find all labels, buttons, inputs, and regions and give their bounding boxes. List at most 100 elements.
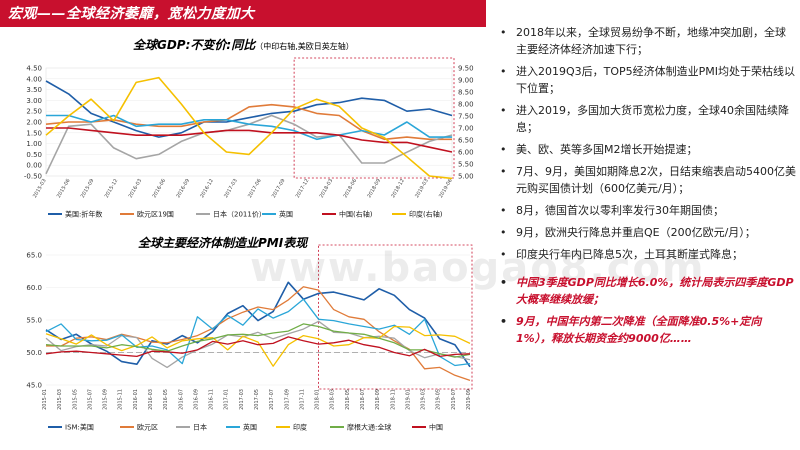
pmi-series-line-6 xyxy=(45,336,471,358)
gdp-y-left-tick: 1.50 xyxy=(26,129,42,137)
gdp-y-right-tick: 8.50 xyxy=(458,89,474,97)
gdp-legend-label: 中国(右轴) xyxy=(339,210,373,219)
gdp-y-left-tick: 0.00 xyxy=(26,162,42,170)
pmi-x-tick: 2018-03 xyxy=(330,389,336,410)
bullet-item: • 8月，德国首次以零利率发行30年期国债； xyxy=(496,202,796,219)
bullet-dot-icon: • xyxy=(500,276,508,289)
pmi-highlight-box xyxy=(318,244,473,390)
gdp-highlight-box xyxy=(293,57,455,179)
gdp-x-tick: 2015-09 xyxy=(80,178,96,199)
gdp-x-tick: 2016-03 xyxy=(128,178,144,199)
gdp-x-tick: 2018-09 xyxy=(366,178,382,199)
bullet-dot-icon: • xyxy=(500,248,507,261)
gdp-legend-label: 印度(右轴) xyxy=(409,210,443,219)
gdp-y-left-tick: 1.00 xyxy=(26,140,42,148)
bullet-dot-icon: • xyxy=(500,104,507,117)
bullet-text: 进入2019Q3后，TOP5经济体制造业PMI均处于荣枯线以下位置； xyxy=(516,65,796,95)
pmi-y-tick: 65.0 xyxy=(26,252,42,260)
gdp-x-tick: 2017-12 xyxy=(295,178,311,199)
gdp-x-tick: 2018-03 xyxy=(319,178,335,199)
pmi-x-tick: 2015-09 xyxy=(103,389,109,410)
pmi-x-tick: 2019-03 xyxy=(421,389,427,410)
pmi-series-line-1 xyxy=(46,286,471,382)
bullet-item: • 进入2019，多国加大货币宽松力度，全球40余国陆续降息； xyxy=(496,102,796,136)
bullet-dot-icon: • xyxy=(500,65,507,78)
gdp-y-left-tick: 3.00 xyxy=(26,97,42,105)
pmi-x-tick: 2018-01 xyxy=(315,389,321,410)
pmi-x-tick: 2016-05 xyxy=(163,389,169,410)
pmi-x-tick: 2017-11 xyxy=(299,389,305,410)
pmi-x-tick: 2019-01 xyxy=(405,389,411,410)
gdp-y-right-tick: 6.00 xyxy=(458,149,474,157)
pmi-x-tick: 2019-07 xyxy=(451,389,457,410)
pmi-legend-label: 欧元区 xyxy=(137,423,158,432)
pmi-x-tick: 2019-05 xyxy=(436,389,442,410)
gdp-y-right-tick: 6.50 xyxy=(458,137,474,145)
gdp-x-tick: 2019-06 xyxy=(438,178,454,199)
bullet-text: 8月，德国首次以零利率发行30年期国债； xyxy=(516,204,724,217)
pmi-y-tick: 60.0 xyxy=(26,284,42,292)
gdp-x-tick: 2016-09 xyxy=(175,178,191,199)
bullet-item: • 9月，中国年内第二次降准（全面降准0.5%+定向1%），释放长期资金约9000… xyxy=(496,313,796,347)
gdp-legend-label: 日本（2011价） xyxy=(213,210,266,219)
bullet-dot-icon: • xyxy=(500,204,507,217)
gdp-x-tick: 2017-06 xyxy=(247,178,263,199)
pmi-legend-label: 日本 xyxy=(193,423,207,432)
gdp-y-right-tick: 7.50 xyxy=(458,113,474,121)
bullet-item: • 印度央行年内已降息5次，土耳其断崖式降息； xyxy=(496,246,796,263)
pmi-x-tick: 2018-07 xyxy=(360,389,366,410)
pmi-x-tick: 2015-11 xyxy=(118,389,124,410)
gdp-chart-title-main: 全球GDP:不变价:同比 xyxy=(133,38,256,52)
bullet-item: • 美、欧、英等多国M2增长开始提速； xyxy=(496,141,796,158)
gdp-x-tick: 2015-03 xyxy=(32,178,48,199)
gdp-y-right-tick: 8.00 xyxy=(458,101,474,109)
gdp-x-tick: 2016-06 xyxy=(151,178,167,199)
gdp-x-tick: 2018-06 xyxy=(343,178,359,199)
gdp-x-tick: 2016-12 xyxy=(199,178,215,199)
bullet-item: • 中国3季度GDP同比增长6.0%，统计局表示四季度GDP大概率继续放缓； xyxy=(496,274,796,308)
gdp-y-left-tick: -0.50 xyxy=(24,173,42,181)
pmi-x-tick: 2016-07 xyxy=(178,389,184,410)
pmi-series-line-3 xyxy=(45,298,471,367)
pmi-x-tick: 2016-09 xyxy=(193,389,199,410)
bullet-dot-icon: • xyxy=(500,26,507,39)
gdp-legend-label: 美国:折年数 xyxy=(65,210,102,219)
pmi-x-tick: 2016-01 xyxy=(133,389,139,410)
pmi-series-line-5 xyxy=(45,323,471,358)
gdp-legend-label: 欧元区19国 xyxy=(137,210,174,219)
bullet-list: • 2018年以来，全球贸易纷争不断，地缘冲突加剧，全球主要经济体经济加速下行； •… xyxy=(496,24,796,352)
pmi-x-tick: 2017-07 xyxy=(269,389,275,410)
pmi-x-tick: 2016-11 xyxy=(209,389,215,410)
pmi-chart-title: 全球主要经济体制造业PMI表现 xyxy=(138,236,308,250)
pmi-series-line-0 xyxy=(45,281,471,368)
gdp-y-left-tick: 3.50 xyxy=(26,86,42,94)
gdp-y-right-tick: 5.50 xyxy=(458,161,474,169)
pmi-legend-label: 摩根大通:全球 xyxy=(347,423,391,432)
gdp-y-right-tick: 7.00 xyxy=(458,125,474,133)
gdp-x-tick: 2017-09 xyxy=(271,178,287,199)
bullet-text: 9月，欧洲央行降息并重启QE（200亿欧元/月）； xyxy=(516,226,756,239)
gdp-chart-subtitle: （中印右轴,美欧日英左轴） xyxy=(255,42,354,51)
pmi-legend-label: 中国 xyxy=(429,423,443,432)
pmi-legend-label: ISM:美国 xyxy=(65,423,94,432)
pmi-x-tick: 2017-09 xyxy=(284,389,290,410)
bullet-text: 中国3季度GDP同比增长6.0%，统计局表示四季度GDP大概率继续放缓； xyxy=(516,276,794,306)
gdp-x-tick: 2017-03 xyxy=(223,178,239,199)
pmi-x-tick: 2018-05 xyxy=(345,389,351,410)
slide-title: 宏观——全球经济萎靡，宽松力度加大 xyxy=(8,6,255,22)
gdp-y-right-tick: 9.50 xyxy=(458,65,474,73)
pmi-y-tick: 45.0 xyxy=(26,382,42,390)
pmi-y-tick: 55.0 xyxy=(26,317,42,325)
gdp-y-left-tick: 4.50 xyxy=(26,65,42,73)
gdp-y-left-tick: 2.50 xyxy=(26,108,42,116)
pmi-x-tick: 2018-09 xyxy=(375,389,381,410)
pmi-x-tick: 2015-03 xyxy=(57,389,63,410)
pmi-x-tick: 2016-03 xyxy=(148,389,154,410)
bullet-text: 进入2019，多国加大货币宽松力度，全球40余国陆续降息； xyxy=(516,104,789,134)
pmi-x-tick: 2017-01 xyxy=(224,389,230,410)
pmi-y-tick: 50.0 xyxy=(26,349,42,357)
gdp-series-line-5 xyxy=(45,76,453,180)
pmi-series-line-4 xyxy=(45,325,471,367)
